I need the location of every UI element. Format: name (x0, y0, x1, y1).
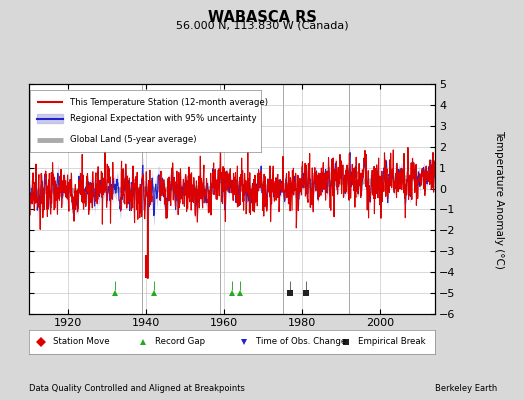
Text: Regional Expectation with 95% uncertainty: Regional Expectation with 95% uncertaint… (70, 114, 256, 123)
Text: Station Move: Station Move (53, 338, 110, 346)
Text: Empirical Break: Empirical Break (358, 338, 425, 346)
Text: Data Quality Controlled and Aligned at Breakpoints: Data Quality Controlled and Aligned at B… (29, 384, 245, 393)
Text: Time of Obs. Change: Time of Obs. Change (256, 338, 346, 346)
Text: Global Land (5-year average): Global Land (5-year average) (70, 135, 196, 144)
Text: Berkeley Earth: Berkeley Earth (435, 384, 497, 393)
Text: Record Gap: Record Gap (155, 338, 205, 346)
Text: 56.000 N, 113.830 W (Canada): 56.000 N, 113.830 W (Canada) (176, 21, 348, 31)
Y-axis label: Temperature Anomaly (°C): Temperature Anomaly (°C) (494, 130, 504, 268)
Text: WABASCA RS: WABASCA RS (208, 10, 316, 25)
Text: This Temperature Station (12-month average): This Temperature Station (12-month avera… (70, 98, 268, 107)
